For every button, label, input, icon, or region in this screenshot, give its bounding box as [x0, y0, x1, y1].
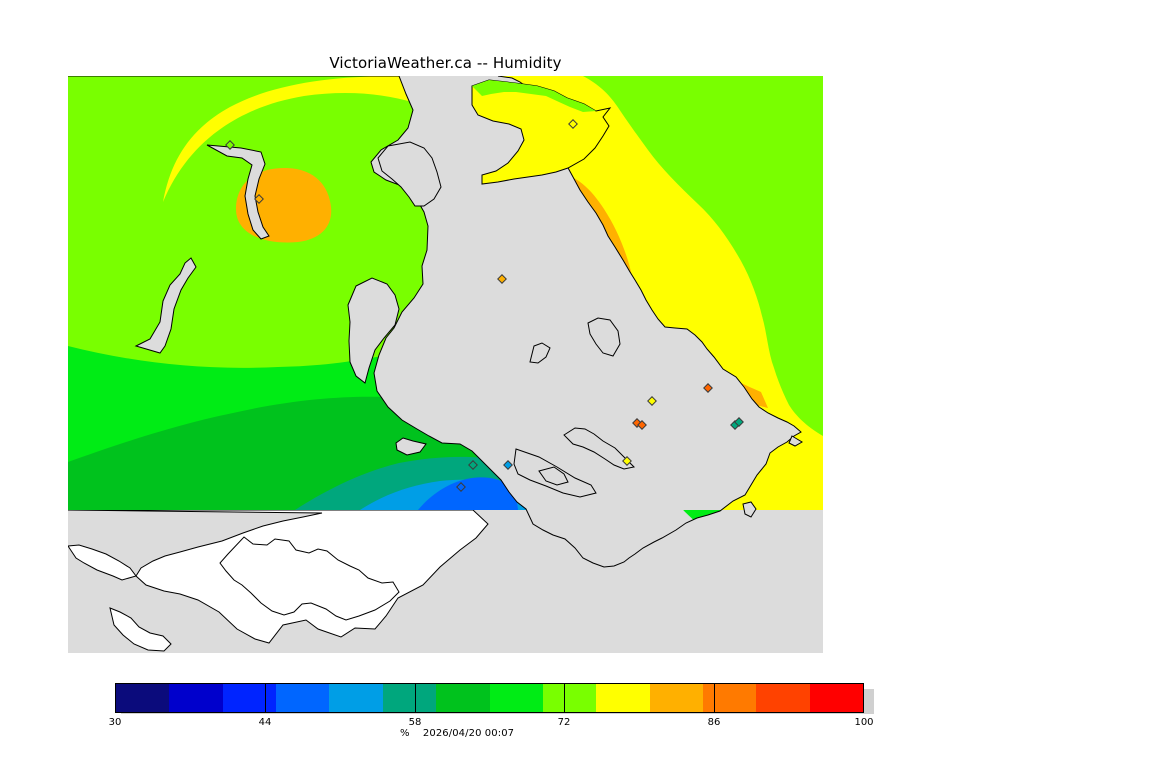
station-marker — [468, 460, 478, 470]
colorbar-bin — [756, 684, 810, 712]
colorbar-tick-line — [415, 683, 416, 713]
colorbar-caption: % 2026/04/20 00:07 — [400, 728, 750, 740]
cape-east — [788, 435, 803, 447]
unit-label: % — [400, 728, 410, 739]
station-marker — [456, 482, 466, 492]
station-marker — [568, 119, 578, 129]
small-island-south — [395, 437, 427, 456]
station-marker — [225, 140, 235, 150]
colorbar-tick-label: 44 — [258, 717, 272, 728]
colorbar-bin — [382, 684, 437, 712]
station-marker — [622, 456, 632, 466]
colorbar-tick-label: 58 — [408, 717, 422, 728]
map-title: VictoriaWeather.ca -- Humidity — [329, 54, 562, 72]
colorbar-bin — [542, 684, 597, 712]
station-marker — [734, 417, 744, 427]
colorbar-bin — [436, 684, 490, 712]
colorbar-tick-label: 72 — [557, 717, 571, 728]
colorbar-tick-line — [564, 683, 565, 713]
colorbar-bin — [489, 684, 543, 712]
station-marker — [254, 194, 264, 204]
colorbar-bin — [169, 684, 223, 712]
coastline-main — [68, 76, 802, 568]
lake-central — [587, 317, 621, 357]
colorbar-tick-line — [714, 683, 715, 713]
station-marker — [637, 420, 647, 430]
harbour-channel — [563, 427, 636, 470]
colorbar-bin — [596, 684, 650, 712]
station-marker — [647, 396, 657, 406]
inlet-west — [134, 257, 197, 354]
colorbar-tick-label: 30 — [108, 717, 122, 728]
colorbar-bin — [702, 684, 757, 712]
station-marker — [703, 383, 713, 393]
map-panel — [68, 76, 823, 653]
colorbar-bin — [649, 684, 703, 712]
channel-upper — [377, 141, 442, 207]
colorbar-bin — [222, 684, 277, 712]
timestamp-label: 2026/04/20 00:07 — [422, 728, 515, 739]
small-island-east — [742, 501, 757, 518]
coastline-southwest — [68, 544, 137, 581]
colorbar-tick-label: 100 — [854, 717, 874, 728]
coastline-southwest-point — [109, 607, 172, 652]
coastline-peninsula-inner — [219, 536, 400, 621]
colorbar-bin — [329, 684, 383, 712]
station-marker — [503, 460, 513, 470]
colorbar-tick-label: 86 — [707, 717, 721, 728]
island-north-green — [472, 80, 596, 112]
bay-inner — [538, 466, 569, 486]
humidity-map — [68, 76, 823, 653]
lake-small — [529, 342, 551, 364]
colorbar-bin — [276, 684, 330, 712]
colorbar-bin — [809, 684, 863, 712]
channel-middle — [347, 277, 400, 384]
colorbar-bin — [116, 684, 170, 712]
station-markers — [225, 119, 744, 492]
humidity-colorbar — [115, 683, 864, 713]
inlet-northwest — [206, 144, 270, 240]
station-marker — [497, 274, 507, 284]
colorbar-tick-line — [265, 683, 266, 713]
